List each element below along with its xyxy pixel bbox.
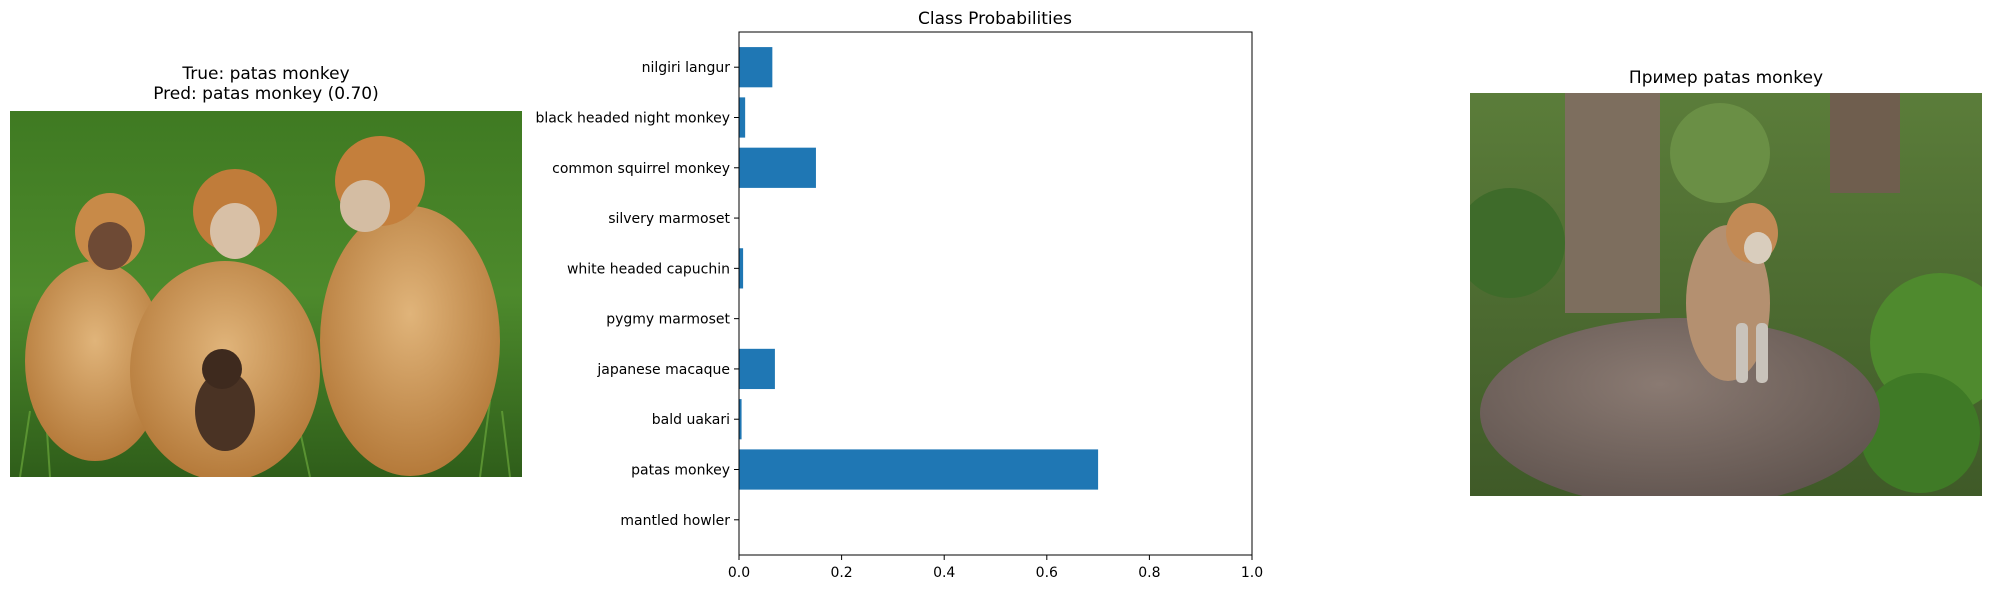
category-label: black headed night monkey xyxy=(535,110,730,126)
category-label: japanese macaque xyxy=(596,362,730,378)
bar-japanese-macaque xyxy=(739,348,775,390)
true-label: True: patas monkey xyxy=(182,64,350,84)
example-image-title: Пример patas monkey xyxy=(1628,68,1824,88)
bars-layer xyxy=(739,47,1099,490)
x-tick-label: 0.0 xyxy=(728,565,750,581)
bar-nilgiri-langur xyxy=(739,47,773,88)
x-tick-label: 0.8 xyxy=(1138,565,1160,581)
x-tick-labels: 0.0 0.2 0.4 0.6 0.8 1.0 xyxy=(728,555,1263,581)
category-labels: mantled howler patas monkey bald uakari jap… xyxy=(535,60,739,529)
category-label: nilgiri langur xyxy=(642,60,731,76)
bar-white-headed-capuchin xyxy=(739,248,744,289)
sample-photo-group xyxy=(10,111,522,477)
category-label: mantled howler xyxy=(620,513,730,529)
category-label: common squirrel monkey xyxy=(552,161,730,177)
x-tick-label: 0.2 xyxy=(830,565,852,581)
example-photo xyxy=(1470,93,1982,496)
x-tick-label: 0.4 xyxy=(933,565,955,581)
bar-patas-monkey xyxy=(739,449,1099,490)
category-label: bald uakari xyxy=(652,412,730,428)
x-tick-label: 1.0 xyxy=(1241,565,1263,581)
left-image-title: True: patas monkey Pred: patas monkey (0… xyxy=(10,64,522,104)
category-label: white headed capuchin xyxy=(567,261,730,277)
chart-title: Class Probabilities xyxy=(918,9,1072,29)
category-label: pygmy marmoset xyxy=(606,312,730,328)
bar-common-squirrel-monkey xyxy=(739,147,816,188)
bar-black-headed-night-monkey xyxy=(739,97,746,138)
axes-frame xyxy=(738,31,1253,556)
bar-bald-uakari xyxy=(739,399,742,440)
x-tick-label: 0.6 xyxy=(1036,565,1058,581)
pred-label: Pred: patas monkey (0.70) xyxy=(153,84,379,104)
category-label: silvery marmoset xyxy=(608,211,730,227)
category-label: patas monkey xyxy=(631,463,730,479)
